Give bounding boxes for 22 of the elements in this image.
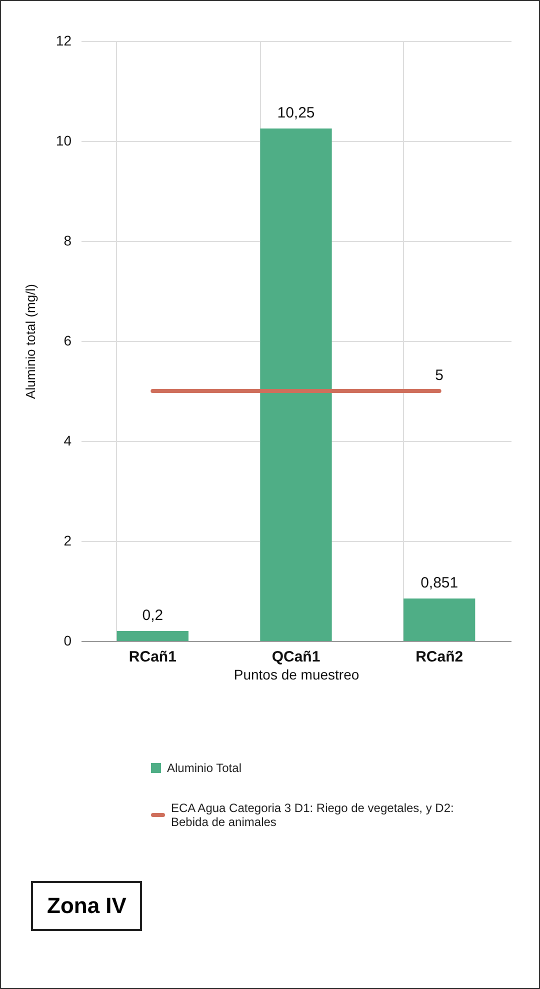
text: Zona IV [31, 881, 142, 931]
bar [404, 598, 476, 641]
x-tick-label: RCañ1 [128, 648, 176, 666]
x-tick-label: QCañ1 [272, 648, 320, 666]
legend-label: ECA Agua Categoria 3 D1: Riego de vegetales, y D2: Bebida de animales [171, 801, 455, 829]
y-tick-label: 4 [64, 432, 72, 448]
data-label: 0,2 [142, 607, 164, 624]
data-label: 5 [435, 367, 444, 384]
data-label: 10,25 [277, 104, 315, 122]
bar [116, 631, 188, 641]
data-label: 0,851 [420, 574, 458, 592]
bar [260, 128, 332, 641]
x-axis-title: Puntos de muestreo [234, 666, 360, 682]
y-tick-label: 6 [64, 332, 72, 348]
x-tick-label: RCañ2 [416, 648, 464, 666]
y-tick-label: 2 [64, 532, 72, 548]
y-tick-label: 0 [64, 632, 72, 648]
legend-label: Aluminio Total [167, 761, 242, 775]
y-tick-label: 8 [64, 232, 72, 248]
y-tick-label: 10 [56, 132, 72, 148]
y-tick-label: 12 [56, 32, 72, 48]
y-axis-title: Aluminio total (mg/l) [22, 284, 38, 399]
